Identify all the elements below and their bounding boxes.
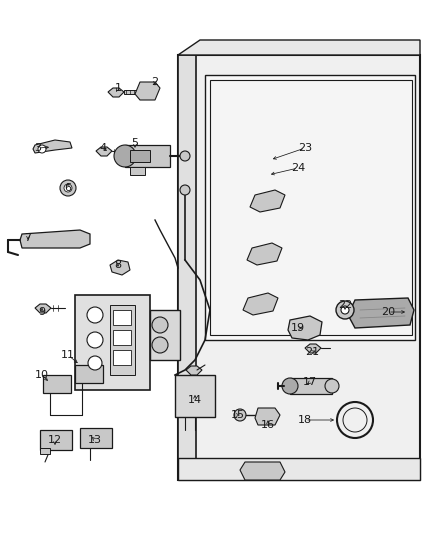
Text: 1: 1	[114, 83, 121, 93]
Bar	[113, 330, 131, 345]
Polygon shape	[110, 260, 130, 275]
Polygon shape	[33, 140, 72, 153]
Text: 20: 20	[381, 307, 395, 317]
Circle shape	[180, 151, 190, 161]
Text: 7: 7	[25, 233, 32, 243]
Circle shape	[38, 145, 46, 153]
Bar	[113, 310, 131, 325]
Polygon shape	[205, 75, 415, 340]
Bar	[125, 145, 170, 167]
Circle shape	[87, 332, 103, 348]
Text: 5: 5	[131, 138, 138, 148]
Bar	[175, 375, 215, 417]
Circle shape	[60, 180, 76, 196]
Polygon shape	[240, 462, 285, 480]
Bar	[40, 430, 72, 450]
Text: 15: 15	[231, 410, 245, 420]
Circle shape	[282, 378, 298, 394]
Polygon shape	[288, 316, 322, 340]
Text: 23: 23	[298, 143, 312, 153]
Circle shape	[152, 337, 168, 353]
Text: 21: 21	[305, 347, 319, 357]
Polygon shape	[108, 88, 124, 97]
Text: 19: 19	[291, 323, 305, 333]
Bar	[75, 365, 103, 383]
Circle shape	[152, 317, 168, 333]
Text: 11: 11	[61, 350, 75, 360]
Bar	[178, 55, 196, 480]
Bar	[113, 350, 131, 365]
Bar	[43, 375, 71, 393]
Text: 14: 14	[188, 395, 202, 405]
Polygon shape	[247, 243, 282, 265]
Bar	[290, 378, 332, 394]
Polygon shape	[178, 55, 420, 480]
Text: 13: 13	[88, 435, 102, 445]
Circle shape	[325, 379, 339, 393]
Text: 24: 24	[291, 163, 305, 173]
Polygon shape	[250, 190, 285, 212]
Polygon shape	[35, 304, 51, 313]
Circle shape	[114, 145, 136, 167]
Bar	[130, 167, 145, 175]
Text: 9: 9	[39, 307, 46, 317]
Polygon shape	[186, 366, 202, 375]
Circle shape	[88, 356, 102, 370]
Text: 16: 16	[261, 420, 275, 430]
Text: 3: 3	[35, 143, 42, 153]
Text: 6: 6	[64, 183, 71, 193]
Polygon shape	[178, 40, 420, 55]
Polygon shape	[243, 293, 278, 315]
Text: 17: 17	[303, 377, 317, 387]
Polygon shape	[96, 147, 112, 156]
Bar	[150, 310, 180, 360]
Text: 2: 2	[152, 77, 159, 87]
Polygon shape	[255, 408, 280, 425]
Text: 18: 18	[298, 415, 312, 425]
Text: 12: 12	[48, 435, 62, 445]
Polygon shape	[20, 230, 90, 248]
Text: 22: 22	[338, 300, 352, 310]
Bar	[110, 305, 135, 375]
Text: 10: 10	[35, 370, 49, 380]
Polygon shape	[348, 298, 414, 328]
Polygon shape	[305, 344, 321, 353]
Text: 4: 4	[99, 143, 106, 153]
Circle shape	[234, 409, 246, 421]
Bar	[40, 448, 50, 454]
Bar	[130, 150, 150, 162]
Bar	[124, 90, 138, 94]
Circle shape	[87, 307, 103, 323]
Circle shape	[64, 184, 72, 192]
Polygon shape	[135, 82, 160, 100]
Circle shape	[336, 301, 354, 319]
Polygon shape	[210, 80, 412, 335]
Bar	[178, 458, 420, 480]
Text: 8: 8	[114, 260, 122, 270]
Circle shape	[341, 306, 349, 314]
Bar	[80, 428, 112, 448]
Circle shape	[180, 185, 190, 195]
Bar	[75, 295, 150, 390]
